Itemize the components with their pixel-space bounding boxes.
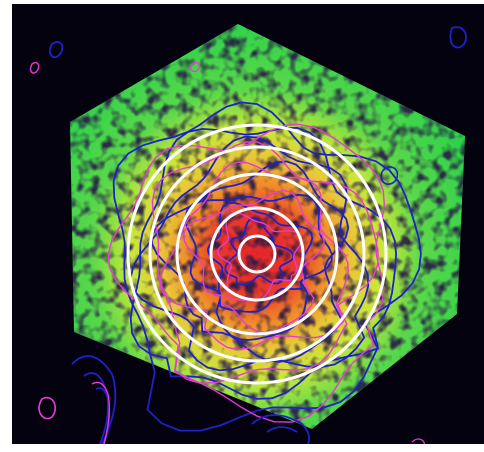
sky-map [12,4,484,444]
magenta-contours [107,123,386,423]
blue-contour-line [112,101,422,432]
annulus-ring [237,234,277,274]
stray-contour-blue [48,41,64,59]
stray-contour-magenta [411,438,425,444]
annuli [126,123,388,385]
stray-contour-blue [380,166,399,185]
blue-contour-line [224,216,295,286]
stray-contour-magenta [190,61,200,73]
sky-image [12,4,484,444]
annulus-ring [148,145,366,363]
lower-left-contour-magenta [91,381,111,444]
annulus-ring [175,172,339,336]
annulus-ring [209,206,305,302]
blue-contour-line [151,160,350,363]
magenta-contour-line [151,141,379,385]
magenta-contour-line [217,211,303,302]
lower-right-contours [251,414,311,444]
stray-contour-magenta [29,61,40,74]
magenta-contour-line [183,189,325,334]
magenta-contour-line [107,123,386,423]
stray-contour-magenta [38,396,57,420]
stray-contours [29,26,467,444]
blue-contour-line [206,201,314,313]
annulus-ring [126,123,388,385]
stray-contour-blue [449,26,467,49]
